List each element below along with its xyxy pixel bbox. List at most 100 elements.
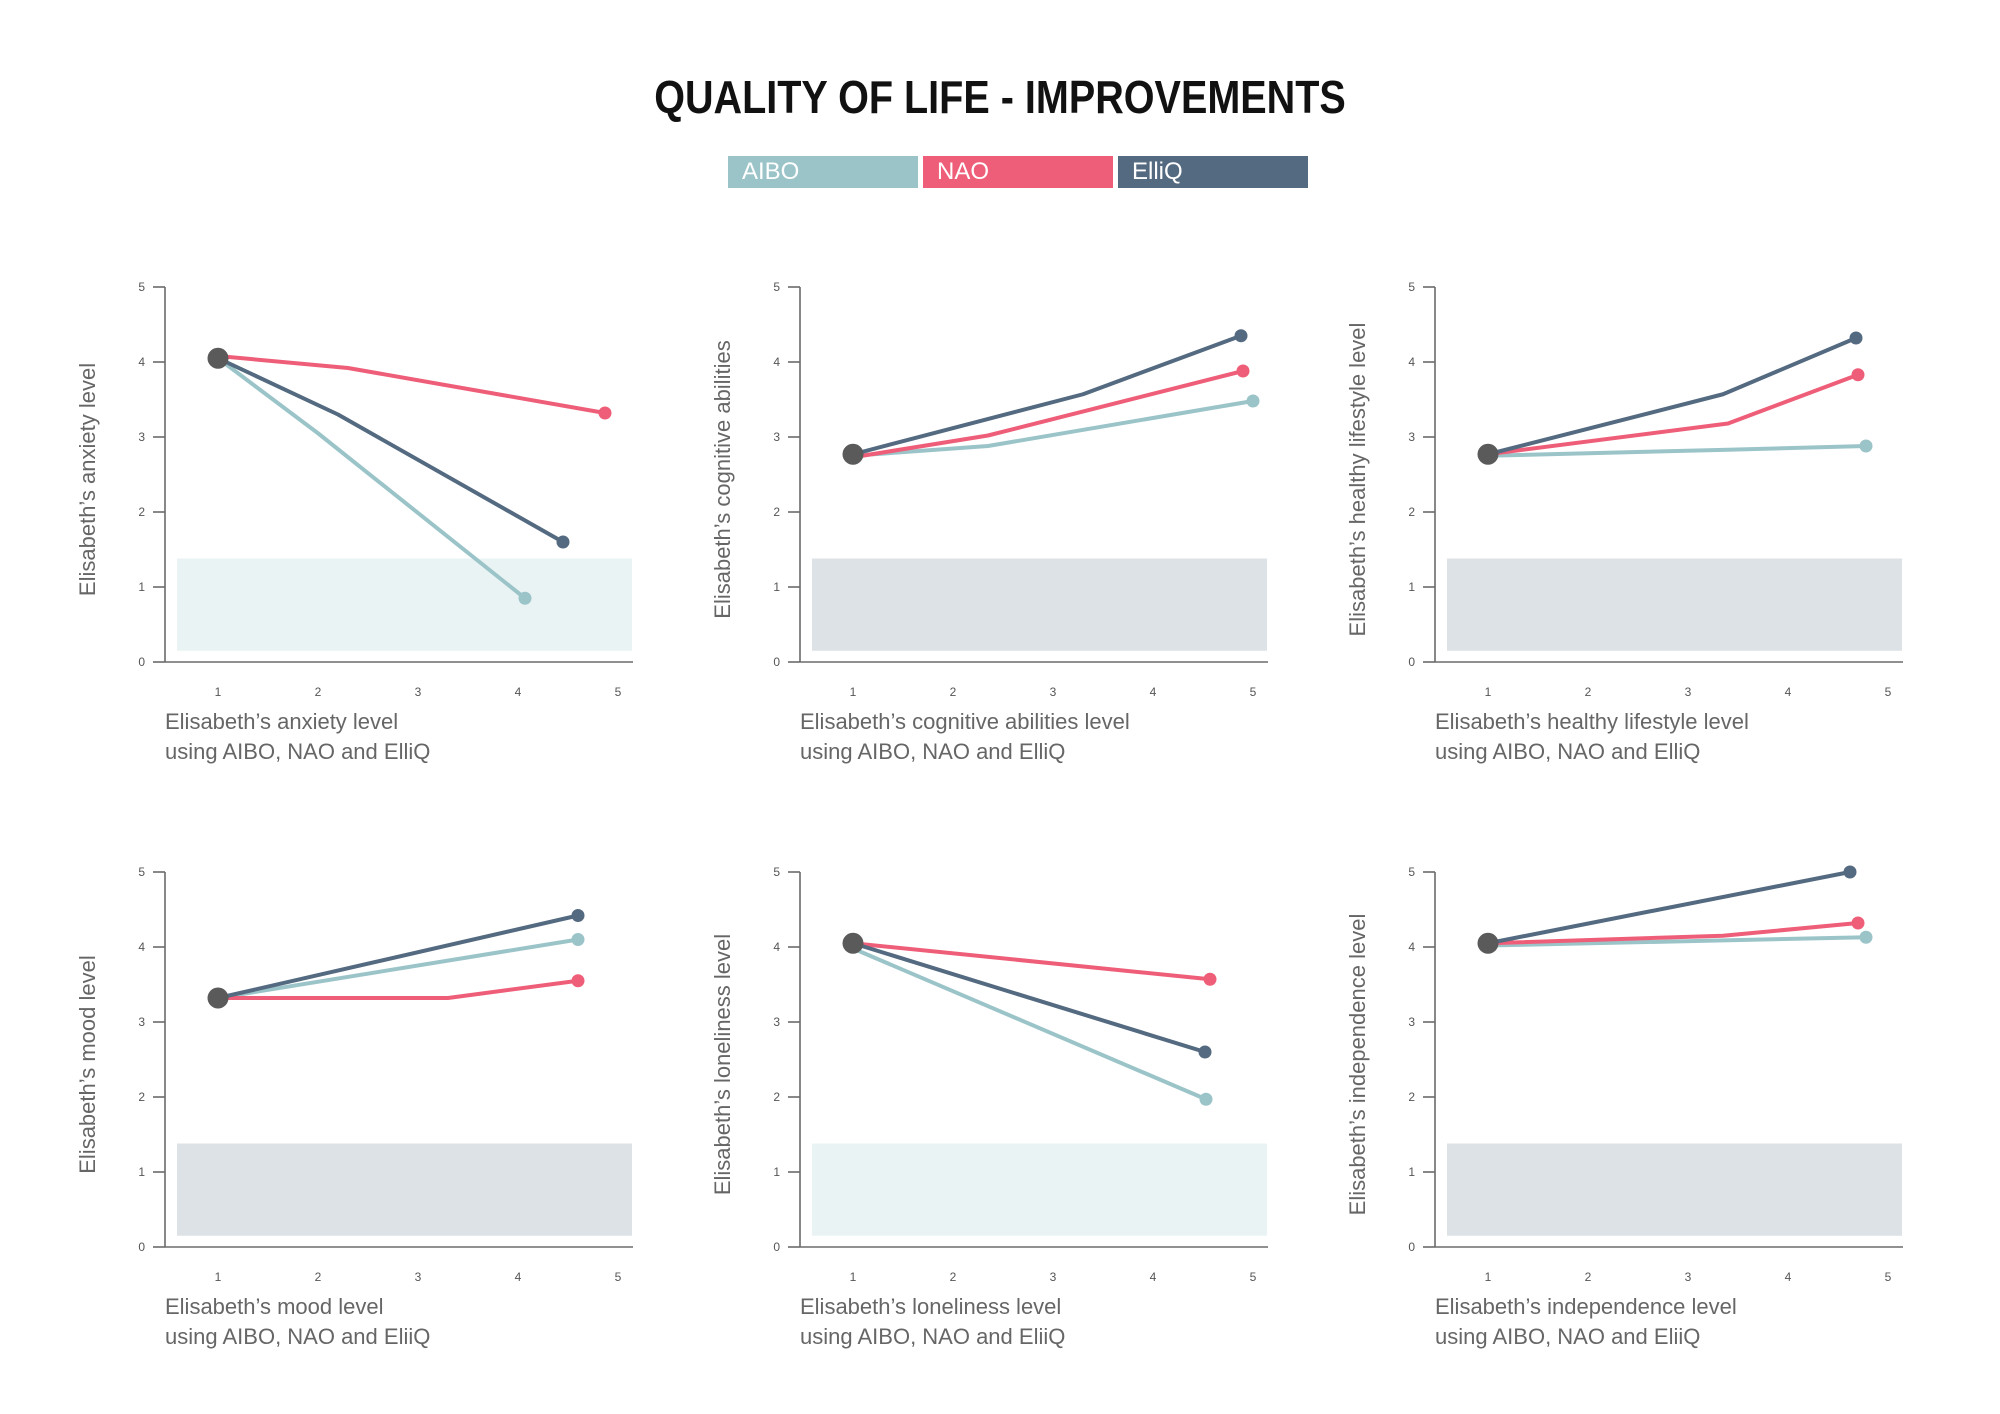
x-axis-label: using AIBO, NAO and ElliQ <box>800 739 1065 764</box>
y-tick-label: 2 <box>138 1090 145 1104</box>
y-tick-label: 3 <box>138 1015 145 1029</box>
y-tick-label: 0 <box>138 655 145 669</box>
y-tick-label: 2 <box>773 505 780 519</box>
x-tick-label: 2 <box>950 1270 957 1284</box>
x-tick-label: 1 <box>850 1270 857 1284</box>
x-axis-label: Elisabeth’s anxiety level <box>165 709 398 734</box>
series-line-nao <box>852 369 1244 460</box>
series-line-aibo <box>217 937 579 1000</box>
x-tick-label: 4 <box>515 685 522 699</box>
x-tick-label: 3 <box>1685 685 1692 699</box>
x-tick-label: 5 <box>1250 685 1257 699</box>
x-tick-label: 4 <box>1785 685 1792 699</box>
series-end-point-nao <box>1236 364 1250 378</box>
chart-title: QUALITY OF LIFE - IMPROVEMENTS <box>654 71 1346 123</box>
series-line-nao <box>852 941 1211 982</box>
x-axis-label: Elisabeth’s healthy lifestyle level <box>1435 709 1749 734</box>
x-tick-label: 2 <box>950 685 957 699</box>
y-tick-label: 1 <box>773 580 780 594</box>
y-tick-label: 0 <box>1408 1240 1415 1254</box>
y-tick-label: 1 <box>773 1165 780 1179</box>
series-end-point-aibo <box>1859 439 1873 453</box>
start-point <box>207 987 229 1009</box>
series-end-point-elliq <box>1849 331 1863 345</box>
x-axis-label: Elisabeth’s loneliness level <box>800 1294 1061 1319</box>
x-tick-label: 3 <box>415 685 422 699</box>
x-axis-label: using AIBO, NAO and ElliQ <box>165 739 430 764</box>
target-band <box>812 558 1267 651</box>
x-tick-label: 4 <box>1150 685 1157 699</box>
y-tick-label: 4 <box>1408 940 1415 954</box>
x-axis-label: Elisabeth’s cognitive abilities level <box>800 709 1130 734</box>
start-point <box>1477 932 1499 954</box>
legend: AIBO NAO ElliQ <box>728 156 1313 188</box>
series-end-point-elliq <box>1234 329 1248 343</box>
x-tick-label: 4 <box>515 1270 522 1284</box>
y-tick-label: 5 <box>773 280 780 294</box>
series-line-nao <box>217 354 606 415</box>
series-line-elliq <box>852 941 1206 1054</box>
y-tick-label: 3 <box>773 1015 780 1029</box>
legend-item-aibo: AIBO <box>728 156 918 188</box>
series-line-aibo <box>852 946 1207 1102</box>
y-tick-label: 0 <box>138 1240 145 1254</box>
series-line-nao <box>1487 921 1859 946</box>
y-tick-label: 4 <box>773 940 780 954</box>
y-axis-label: Elisabeth’s mood level <box>75 955 100 1174</box>
x-tick-label: 4 <box>1785 1270 1792 1284</box>
x-tick-label: 5 <box>1885 1270 1892 1284</box>
y-tick-label: 3 <box>1408 430 1415 444</box>
start-point <box>1477 443 1499 465</box>
series-end-point-nao <box>1203 972 1217 986</box>
y-tick-label: 2 <box>773 1090 780 1104</box>
x-tick-label: 3 <box>415 1270 422 1284</box>
series-line-nao <box>1487 372 1859 457</box>
chart-panel-1: 0 1 2 3 4 5 1 2 3 4 5 Elisabeth’s anxiety level Elis… <box>75 280 633 764</box>
start-point <box>842 443 864 465</box>
series-end-point-aibo <box>1199 1092 1213 1106</box>
x-tick-label: 2 <box>315 1270 322 1284</box>
x-axis-label: using AIBO, NAO and ElliQ <box>1435 739 1700 764</box>
series-end-point-nao <box>1851 916 1865 930</box>
x-axis-label: using AIBO, NAO and EliiQ <box>800 1324 1065 1349</box>
y-tick-label: 4 <box>138 355 145 369</box>
y-tick-label: 0 <box>1408 655 1415 669</box>
y-tick-label: 0 <box>773 655 780 669</box>
y-axis-label: Elisabeth’s anxiety level <box>75 363 100 596</box>
y-tick-label: 4 <box>138 940 145 954</box>
series-end-point-aibo <box>518 591 532 605</box>
series-end-point-nao <box>571 974 585 988</box>
y-tick-label: 2 <box>1408 505 1415 519</box>
x-tick-label: 3 <box>1050 685 1057 699</box>
series-line-elliq <box>217 356 564 544</box>
chart-panel-4: 0 1 2 3 4 5 1 2 3 4 5 Elisabeth’s mood level Elisabe… <box>75 865 633 1349</box>
series-end-point-aibo <box>1246 394 1260 408</box>
chart-panel-3: 0 1 2 3 4 5 1 2 3 4 5 Elisabeth’s healthy lifestyle… <box>1345 280 1903 764</box>
y-tick-label: 5 <box>138 865 145 879</box>
series-end-point-elliq <box>1843 865 1857 879</box>
series-end-point-aibo <box>571 933 585 946</box>
x-tick-label: 4 <box>1150 1270 1157 1284</box>
y-axis-label: Elisabeth’s loneliness level <box>710 934 735 1195</box>
target-band <box>177 1143 632 1236</box>
y-tick-label: 3 <box>1408 1015 1415 1029</box>
y-tick-label: 3 <box>773 430 780 444</box>
chart-panel-5: 0 1 2 3 4 5 1 2 3 4 5 Elisabeth’s loneliness level E… <box>710 865 1268 1349</box>
y-axis-label: Elisabeth’s healthy lifestyle level <box>1345 323 1370 637</box>
x-tick-label: 2 <box>1585 1270 1592 1284</box>
y-axis-label: Elisabeth’s independence level <box>1345 914 1370 1216</box>
x-tick-label: 1 <box>1485 685 1492 699</box>
x-tick-label: 1 <box>215 1270 222 1284</box>
x-tick-label: 1 <box>215 685 222 699</box>
chart-panel-2: 0 1 2 3 4 5 1 2 3 4 5 Elisabeth’s cognitive abiliti… <box>710 280 1268 764</box>
legend-item-nao: NAO <box>923 156 1113 188</box>
target-band <box>1447 558 1902 651</box>
y-tick-label: 4 <box>773 355 780 369</box>
series-line-aibo <box>216 356 527 600</box>
series-end-point-nao <box>1851 368 1865 382</box>
y-tick-label: 1 <box>138 580 145 594</box>
x-axis-label: Elisabeth’s mood level <box>165 1294 384 1319</box>
legend-item-elliq: ElliQ <box>1118 156 1308 188</box>
series-end-point-elliq <box>556 535 570 549</box>
x-tick-label: 2 <box>1585 685 1592 699</box>
